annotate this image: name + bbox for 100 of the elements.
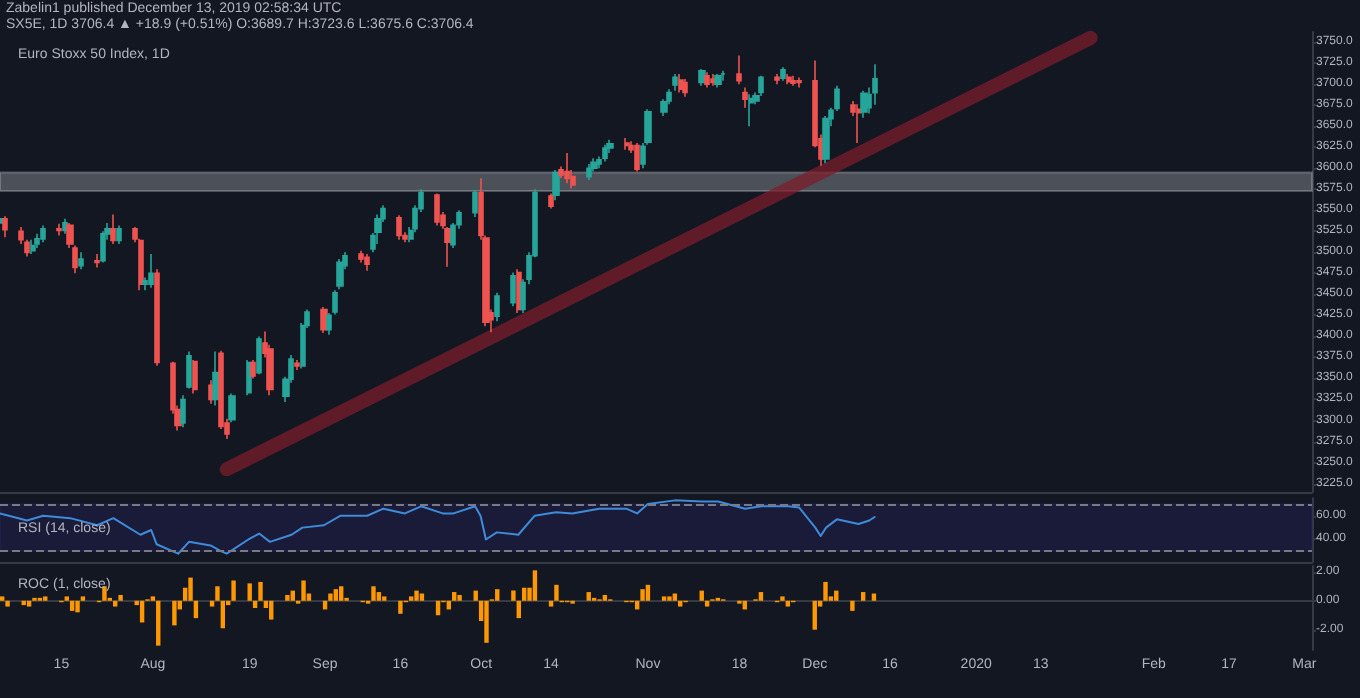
- candlestick: [586, 163, 592, 181]
- bar: [333, 589, 339, 601]
- bar: [113, 600, 118, 607]
- candlestick: [780, 66, 786, 82]
- candlestick: [742, 86, 748, 109]
- candlestick: [678, 73, 684, 94]
- bar: [339, 586, 344, 601]
- candlestick: [774, 73, 780, 85]
- bar: [521, 587, 527, 601]
- candlestick: [186, 350, 192, 390]
- bar: [376, 592, 382, 601]
- bar: [209, 600, 215, 607]
- candlestick: [872, 63, 878, 106]
- bar: [26, 600, 32, 607]
- candlestick: [548, 192, 554, 210]
- bar: [640, 589, 645, 601]
- candlestick: [116, 224, 122, 245]
- bar: [328, 593, 333, 601]
- candlestick: [192, 359, 198, 395]
- bar: [602, 594, 608, 601]
- candlestick: [682, 78, 688, 98]
- candlestick: [212, 350, 220, 407]
- bar: [398, 600, 403, 614]
- bar: [156, 600, 161, 646]
- candlestick: [30, 238, 36, 255]
- candlestick: [856, 103, 862, 144]
- bar: [285, 594, 290, 601]
- candlestick: [634, 142, 640, 173]
- bar: [850, 600, 855, 611]
- candlestick: [564, 152, 570, 185]
- candlestick: [736, 54, 742, 85]
- candlestick: [246, 359, 252, 397]
- candlestick: [40, 224, 46, 244]
- bar: [495, 589, 500, 601]
- candlestick: [472, 189, 478, 218]
- candlestick: [34, 233, 40, 249]
- candlestick: [110, 213, 116, 245]
- candlestick: [786, 73, 792, 85]
- candlestick: [250, 359, 256, 380]
- candlestick: [326, 312, 332, 336]
- bar: [414, 590, 419, 601]
- candlestick: [154, 268, 160, 367]
- bar: [812, 600, 817, 630]
- candlestick: [704, 71, 710, 89]
- candlestick: [62, 217, 68, 235]
- candlestick: [552, 169, 560, 201]
- bar: [860, 592, 866, 601]
- bar: [678, 600, 683, 607]
- bar: [452, 592, 457, 601]
- bar: [823, 581, 828, 601]
- bar: [548, 600, 554, 607]
- bar: [215, 586, 220, 601]
- bar: [5, 600, 10, 607]
- bar: [532, 570, 538, 601]
- bar: [511, 590, 516, 601]
- bar: [554, 584, 559, 601]
- candlestick: [294, 359, 300, 371]
- candlestick: [790, 74, 796, 87]
- bar: [371, 586, 376, 601]
- line-series: [0, 499, 876, 555]
- candlestick: [602, 143, 608, 163]
- candlestick: [796, 76, 802, 89]
- candlestick: [396, 214, 402, 241]
- candlestick: [94, 253, 100, 269]
- bar: [269, 600, 274, 620]
- candlestick: [336, 258, 344, 291]
- candlestick: [256, 335, 262, 376]
- candlestick: [228, 392, 236, 423]
- bar: [457, 594, 462, 601]
- candlestick: [374, 213, 382, 245]
- candlestick: [822, 115, 830, 164]
- bar: [247, 583, 252, 601]
- candlestick: [590, 157, 598, 173]
- bar: [231, 580, 236, 601]
- bar: [188, 577, 193, 601]
- candlestick: [606, 138, 614, 154]
- candlestick: [148, 253, 154, 289]
- candlestick: [758, 74, 764, 97]
- bar: [301, 580, 306, 601]
- candlestick: [672, 73, 678, 92]
- candlestick: [710, 73, 716, 87]
- bar: [645, 584, 651, 601]
- bar: [586, 592, 591, 601]
- candlestick: [56, 222, 62, 237]
- candlestick: [714, 73, 722, 89]
- candlestick: [100, 230, 106, 264]
- candlestick: [332, 289, 338, 316]
- candlestick: [698, 68, 706, 87]
- candlestick: [624, 137, 630, 151]
- candlestick: [180, 394, 186, 429]
- bar: [172, 600, 177, 626]
- candlestick: [78, 251, 84, 270]
- bar: [785, 600, 791, 607]
- bar: [75, 600, 80, 613]
- bar: [704, 600, 710, 607]
- bar: [758, 592, 764, 601]
- candlestick: [860, 90, 868, 119]
- candlestick: [494, 291, 500, 323]
- candlestick: [364, 253, 370, 272]
- bar: [484, 600, 489, 643]
